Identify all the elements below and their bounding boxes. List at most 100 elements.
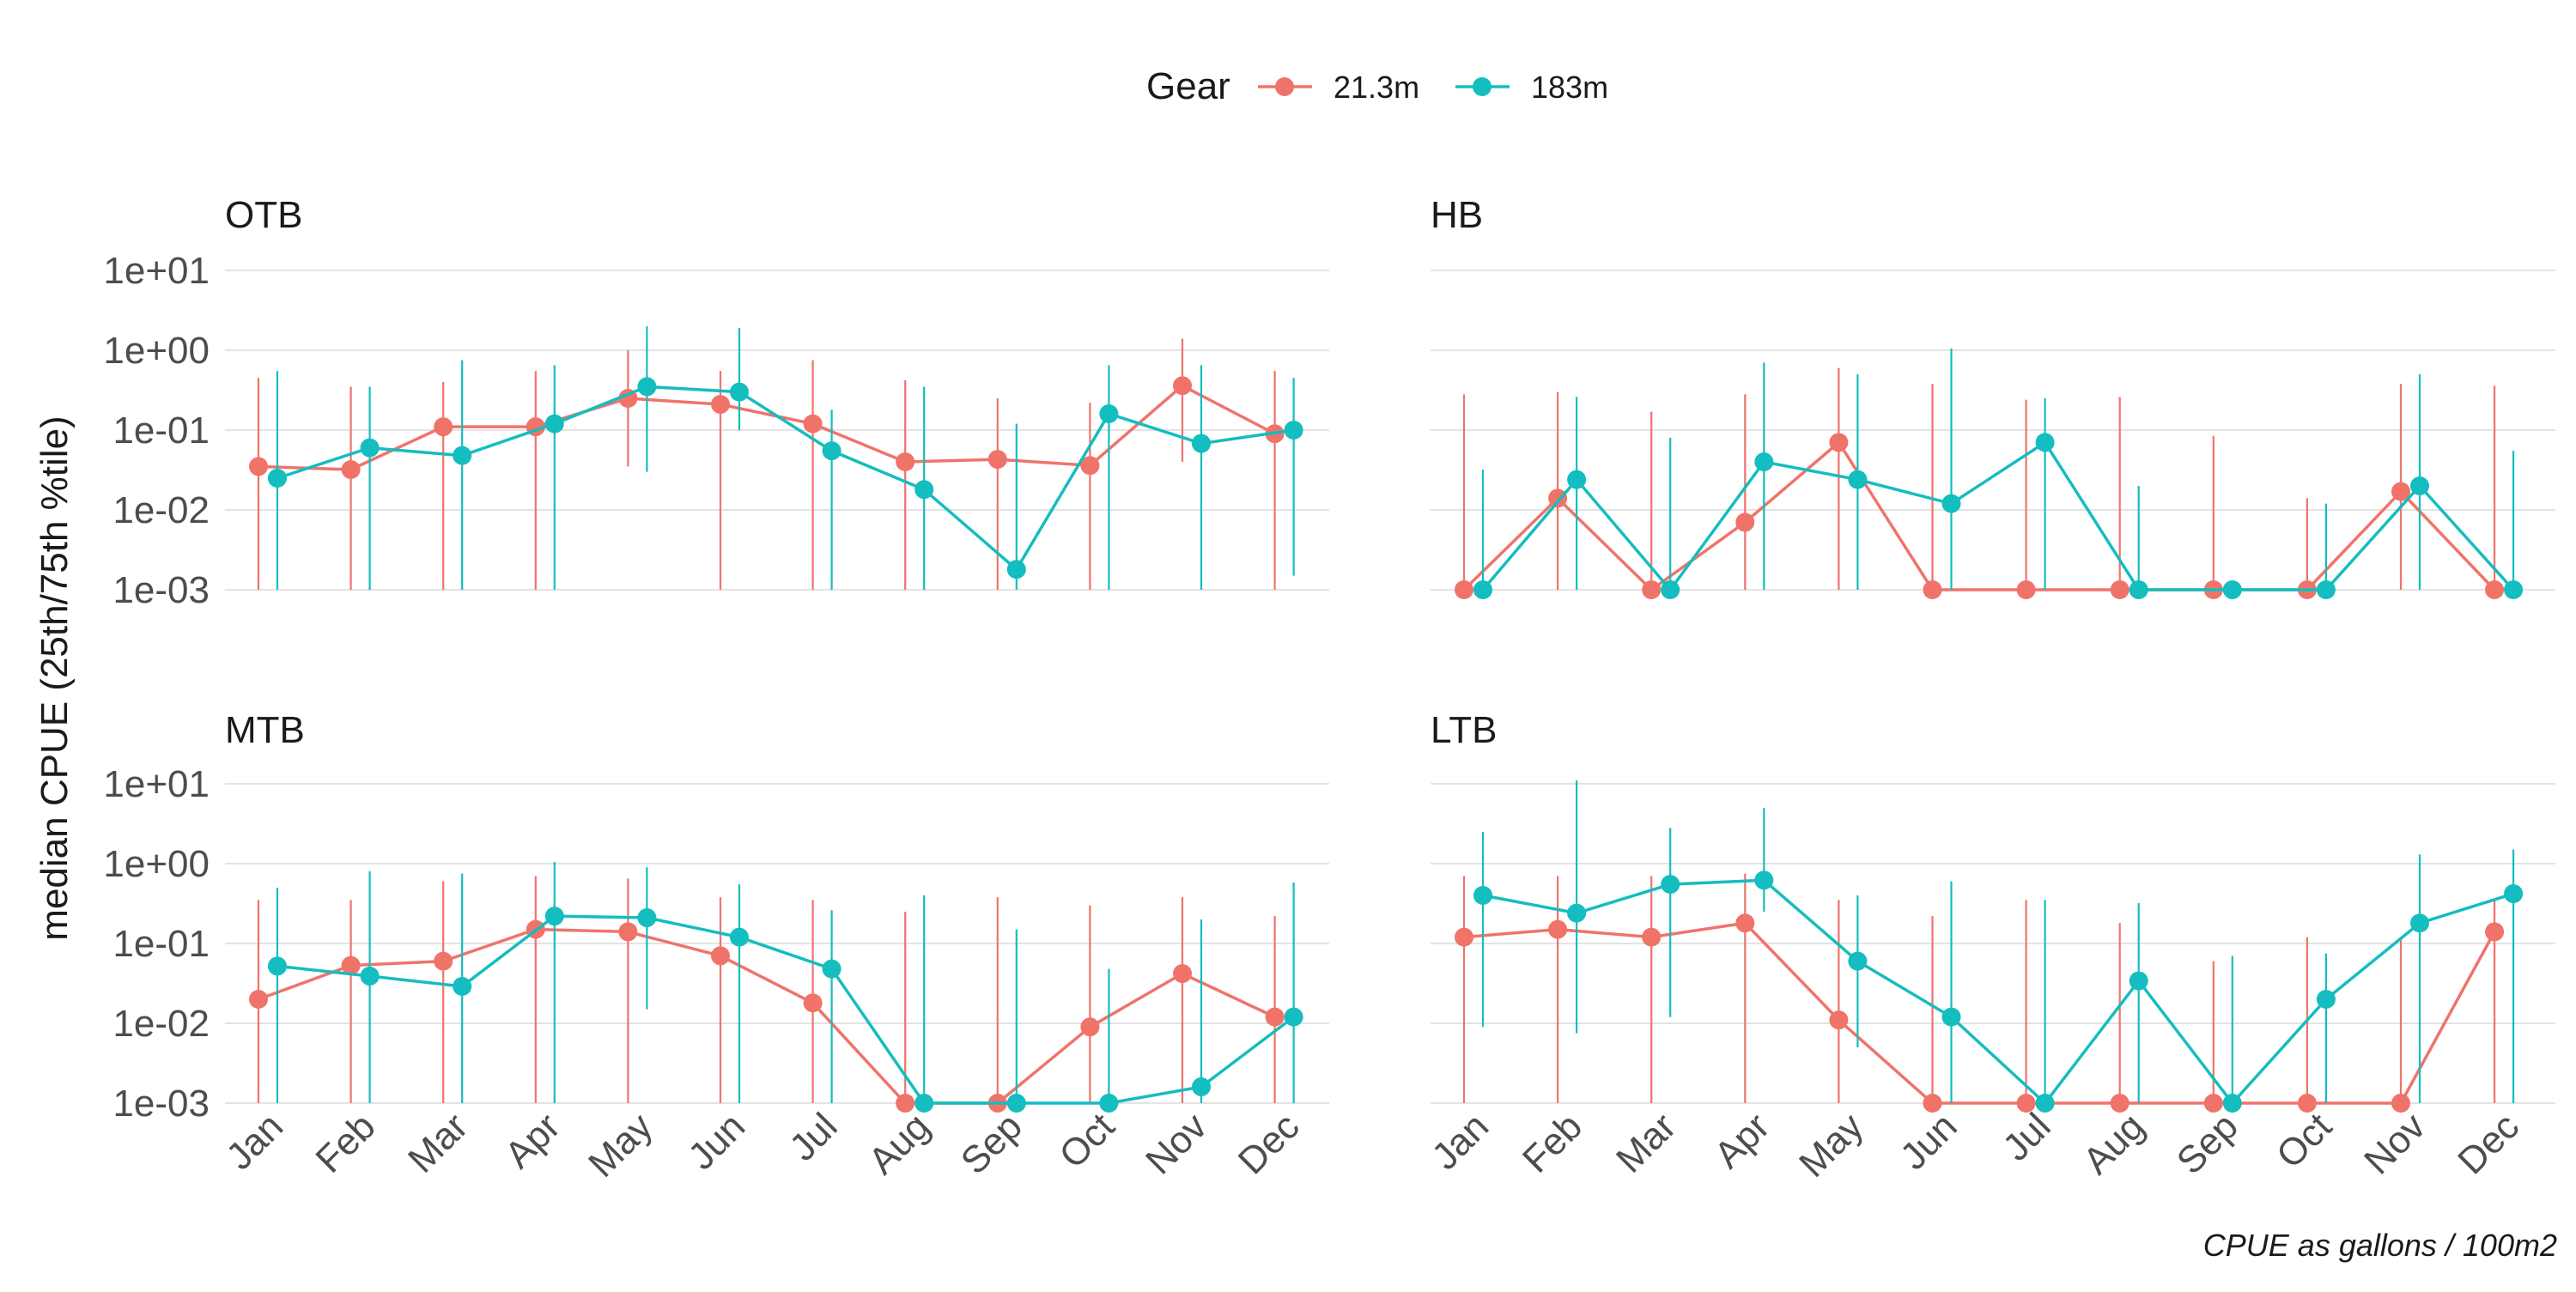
legend-entry-1: 21.3m	[1258, 70, 1419, 105]
x-tick-label: Sep	[2169, 1105, 2246, 1182]
series-183m	[1473, 780, 2524, 1113]
x-tick-label: Apr	[1706, 1105, 1777, 1176]
data-point	[453, 976, 472, 996]
legend-marker-21m	[1275, 77, 1294, 96]
data-point	[434, 417, 453, 437]
data-point	[1192, 1077, 1211, 1097]
data-point	[822, 441, 841, 461]
data-point	[1567, 470, 1587, 489]
data-point	[2110, 1094, 2129, 1113]
data-point	[1080, 1017, 1100, 1037]
x-tick-label: Mar	[1608, 1105, 1684, 1180]
series-line	[1462, 440, 2496, 592]
data-point	[2485, 922, 2505, 942]
data-point	[2110, 580, 2129, 599]
data-point	[1661, 875, 1680, 895]
data-point	[2016, 580, 2036, 599]
data-point	[544, 907, 564, 926]
legend-label-183m: 183m	[1531, 70, 1608, 105]
data-point	[2222, 1094, 2242, 1113]
legend-label-21m: 21.3m	[1334, 70, 1419, 105]
data-point	[1754, 452, 1774, 472]
data-point	[2016, 1094, 2036, 1113]
panel-title: LTB	[1431, 709, 1497, 751]
data-point	[730, 927, 749, 947]
series-line	[258, 927, 1276, 1105]
data-point	[1173, 964, 1192, 984]
series-line	[1482, 878, 2514, 1106]
x-tick-label: Jun	[1893, 1105, 1965, 1178]
series-183m	[268, 326, 1303, 590]
y-tick-label: 1e-01	[112, 923, 210, 965]
x-tick-label: Nov	[1138, 1105, 1215, 1182]
x-tick-label: Feb	[1515, 1105, 1590, 1180]
series-line	[258, 384, 1276, 471]
panel-ltb: LTB Jan Feb Mar Apr May Jun Jul Aug Sep Oct Nov Dec	[1424, 709, 2555, 1186]
data-point	[2035, 433, 2055, 452]
data-point	[2316, 580, 2336, 599]
data-point	[1099, 1094, 1119, 1113]
data-point	[2129, 580, 2148, 599]
series-line	[276, 914, 1295, 1105]
y-tick-label: 1e-02	[112, 1003, 210, 1045]
data-point	[1754, 870, 1774, 890]
x-tick-label: Sep	[953, 1105, 1030, 1182]
data-point	[1829, 433, 1849, 452]
data-point	[2035, 1094, 2055, 1113]
data-point	[1006, 560, 1026, 579]
data-point	[544, 414, 564, 434]
series-21-3m	[1455, 367, 2505, 599]
data-point	[249, 457, 268, 476]
y-tick-label: 1e+01	[103, 763, 210, 805]
data-point	[1548, 488, 1568, 508]
data-point	[711, 946, 730, 966]
data-point	[637, 908, 657, 928]
data-point	[1941, 1007, 1961, 1027]
x-tick-label: Dec	[2450, 1105, 2527, 1182]
y-tick-label: 1e-02	[112, 489, 210, 531]
data-point	[2391, 1094, 2410, 1113]
data-point	[1923, 580, 1942, 599]
x-tick-label: May	[580, 1105, 660, 1185]
data-point	[453, 446, 472, 465]
x-tick-label: Jul	[1995, 1105, 2058, 1168]
data-point	[803, 414, 823, 434]
data-point	[1284, 421, 1303, 440]
y-tick-label: 1e-01	[112, 409, 210, 452]
data-point	[341, 955, 361, 975]
panel-title: OTB	[225, 194, 302, 236]
y-tick-label: 1e+00	[103, 330, 210, 372]
data-point	[2504, 580, 2524, 599]
data-point	[896, 1094, 915, 1113]
data-point	[1642, 927, 1662, 947]
data-point	[1173, 376, 1192, 396]
data-point	[2316, 990, 2336, 1010]
x-tick-label: Oct	[1051, 1105, 1122, 1176]
panel-hb: HB	[1431, 194, 2555, 599]
x-tick-label: Jun	[680, 1105, 753, 1178]
x-tick-label: Apr	[497, 1105, 568, 1176]
data-point	[268, 468, 287, 488]
y-tick-label: 1e-03	[112, 569, 210, 611]
y-tick-label: 1e+01	[103, 250, 210, 292]
data-point	[341, 460, 361, 480]
series-21-3m	[1455, 873, 2505, 1113]
series-183m	[1473, 349, 2524, 599]
data-point	[637, 377, 657, 397]
x-tick-label: Feb	[307, 1105, 383, 1180]
data-point	[914, 480, 934, 500]
x-tick-label: Mar	[400, 1105, 476, 1180]
data-point	[1455, 927, 1473, 947]
series-line	[276, 385, 1294, 572]
data-point	[249, 990, 268, 1010]
x-tick-label: Jan	[1424, 1105, 1497, 1178]
data-point	[822, 959, 841, 979]
series-21-3m	[249, 876, 1285, 1113]
data-point	[1735, 913, 1755, 933]
y-axis-label: median CPUE (25th/75th %tile)	[33, 416, 76, 940]
data-point	[1080, 456, 1100, 476]
data-point	[1099, 404, 1119, 424]
y-tick-label: 1e-03	[112, 1083, 210, 1125]
